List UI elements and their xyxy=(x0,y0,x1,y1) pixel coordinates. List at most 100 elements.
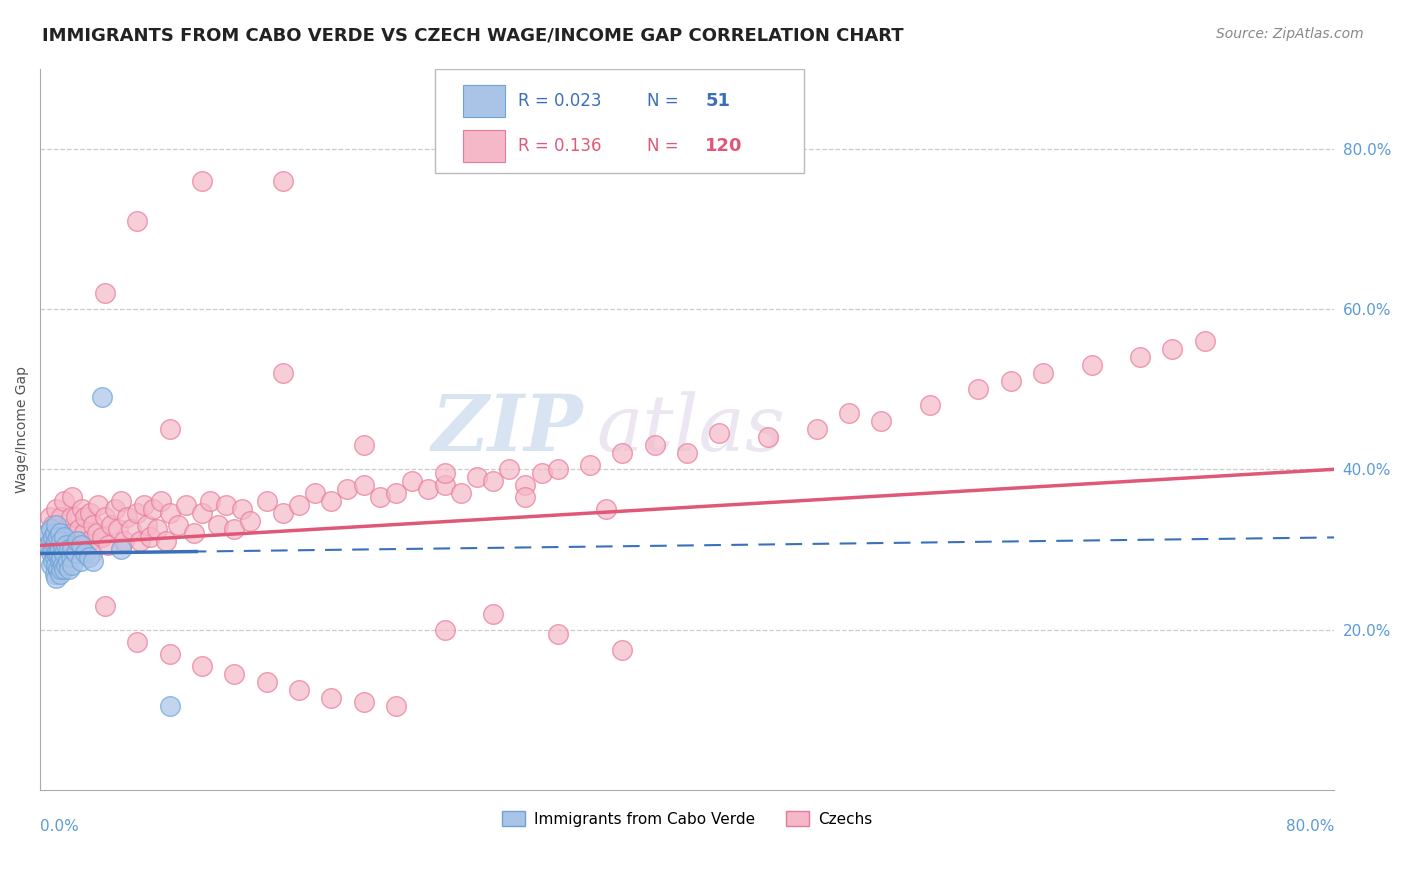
Point xyxy=(66,546,89,560)
Point xyxy=(49,550,72,565)
Point xyxy=(612,642,634,657)
Point xyxy=(806,422,828,436)
Point xyxy=(58,546,80,560)
Point xyxy=(579,458,602,473)
Point xyxy=(41,558,63,573)
Point xyxy=(45,546,67,560)
Point xyxy=(52,558,75,573)
Point xyxy=(45,518,67,533)
Point xyxy=(75,546,97,560)
Point xyxy=(45,502,67,516)
Point xyxy=(224,523,246,537)
Text: 120: 120 xyxy=(706,137,742,155)
Point xyxy=(69,534,91,549)
Point xyxy=(1032,366,1054,380)
Point xyxy=(756,430,779,444)
Point xyxy=(75,510,97,524)
Point xyxy=(103,502,125,516)
Point xyxy=(73,526,96,541)
Point xyxy=(353,695,375,709)
Point xyxy=(42,531,65,545)
Point xyxy=(58,562,80,576)
Point xyxy=(120,523,142,537)
Point xyxy=(530,467,553,481)
Point xyxy=(595,502,617,516)
Point xyxy=(94,510,117,524)
Point xyxy=(132,499,155,513)
Point xyxy=(145,523,167,537)
Point xyxy=(82,518,104,533)
Point xyxy=(159,647,181,661)
Point xyxy=(515,478,537,492)
Point xyxy=(70,502,93,516)
Point xyxy=(66,534,89,549)
Point xyxy=(1000,374,1022,388)
Point xyxy=(433,467,456,481)
Point xyxy=(612,446,634,460)
Point xyxy=(48,526,70,541)
Point xyxy=(55,523,77,537)
Point xyxy=(215,499,238,513)
Point xyxy=(321,494,343,508)
Point xyxy=(44,538,66,552)
Point xyxy=(97,538,120,552)
Point xyxy=(256,674,278,689)
Text: IMMIGRANTS FROM CABO VERDE VS CZECH WAGE/INCOME GAP CORRELATION CHART: IMMIGRANTS FROM CABO VERDE VS CZECH WAGE… xyxy=(42,27,904,45)
Point xyxy=(46,531,69,545)
Point xyxy=(450,486,472,500)
Point xyxy=(41,523,63,537)
Point xyxy=(53,562,76,576)
Point xyxy=(49,534,72,549)
Point xyxy=(433,623,456,637)
Point xyxy=(67,523,90,537)
Point xyxy=(37,526,59,541)
Point xyxy=(129,534,152,549)
Point xyxy=(117,510,139,524)
Point xyxy=(69,538,91,552)
Text: R = 0.136: R = 0.136 xyxy=(517,137,602,155)
Point xyxy=(62,542,84,557)
Point xyxy=(271,174,294,188)
Point xyxy=(45,558,67,573)
Point xyxy=(918,398,941,412)
Point xyxy=(112,534,135,549)
Point xyxy=(46,526,69,541)
Point xyxy=(48,542,70,557)
Point xyxy=(107,523,129,537)
Point xyxy=(321,690,343,705)
Point xyxy=(139,531,162,545)
Point xyxy=(1161,342,1184,356)
Point xyxy=(498,462,520,476)
Point xyxy=(1194,334,1216,348)
Point xyxy=(42,554,65,568)
Point xyxy=(127,507,149,521)
Point xyxy=(49,562,72,576)
Point xyxy=(38,510,60,524)
Point xyxy=(271,366,294,380)
Point xyxy=(547,462,569,476)
Point xyxy=(55,558,77,573)
Text: R = 0.023: R = 0.023 xyxy=(517,92,602,110)
Point xyxy=(155,534,177,549)
Point xyxy=(231,502,253,516)
Point xyxy=(870,414,893,428)
Point xyxy=(65,546,87,560)
Point xyxy=(401,475,423,489)
Point xyxy=(56,534,79,549)
Point xyxy=(62,491,84,505)
Text: ZIP: ZIP xyxy=(432,391,583,467)
Point xyxy=(90,390,112,404)
Point xyxy=(37,538,59,552)
Point xyxy=(41,546,63,560)
Point xyxy=(48,554,70,568)
Point xyxy=(159,507,181,521)
Point xyxy=(482,607,505,621)
Point xyxy=(385,486,408,500)
Text: N =: N = xyxy=(647,92,679,110)
Point xyxy=(55,538,77,552)
Text: 0.0%: 0.0% xyxy=(41,819,79,834)
Point xyxy=(127,634,149,648)
Text: atlas: atlas xyxy=(596,391,786,467)
Point xyxy=(94,599,117,613)
Point xyxy=(482,475,505,489)
